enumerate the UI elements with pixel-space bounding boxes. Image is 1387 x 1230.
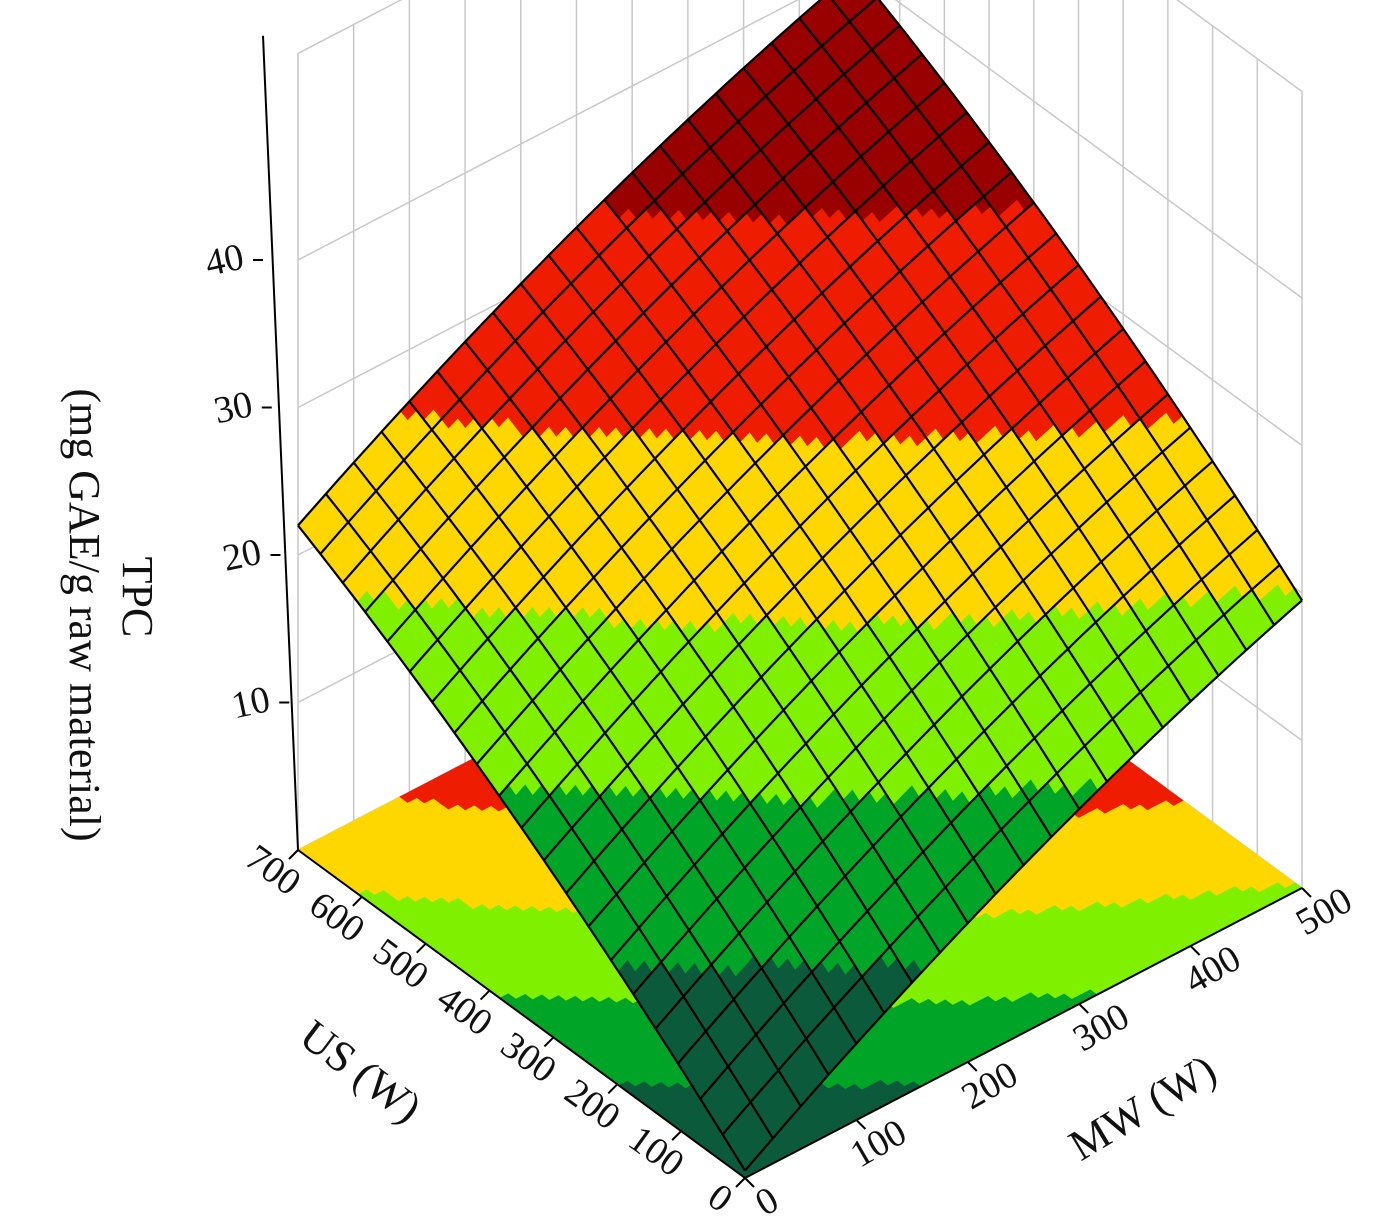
chart-svg: 0100200300400500010020030040050060070010…: [60, 0, 1359, 1225]
tpc-surface-chart: 0 100 200 300 400 500 0 100 200 300 400 500 600 700 10…: [60, 0, 1359, 1225]
